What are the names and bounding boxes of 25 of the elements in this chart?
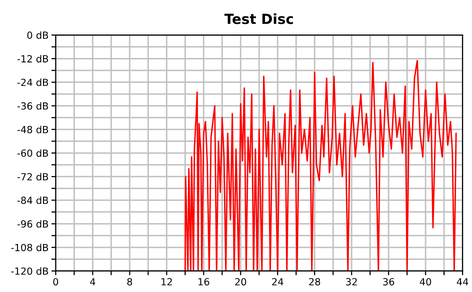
x-tick-label: 44 — [456, 278, 468, 286]
x-tick-label: 40 — [420, 278, 432, 286]
x-tick-label: 4 — [90, 278, 96, 286]
y-tick-label: -12 dB — [17, 54, 48, 62]
y-tick-label: -96 dB — [17, 220, 48, 228]
x-tick-label: 32 — [346, 278, 357, 286]
x-tick-label: 28 — [309, 278, 320, 286]
x-tick-label: 0 — [53, 278, 58, 286]
chart-title: Test Disc — [224, 13, 293, 24]
line-series — [184, 60, 457, 271]
y-tick-label: -24 dB — [17, 78, 48, 86]
x-tick-label: 36 — [383, 278, 394, 286]
y-tick-label: -60 dB — [17, 149, 48, 157]
y-tick-label: -108 dB — [11, 244, 48, 252]
x-tick-label: 16 — [198, 278, 210, 286]
x-tick-label: 8 — [127, 278, 132, 286]
x-tick-label: 12 — [162, 278, 172, 286]
y-tick-label: -84 dB — [17, 196, 48, 204]
y-tick-label: -36 dB — [17, 102, 48, 110]
y-tick-label: -120 dB — [11, 267, 48, 275]
y-tick-label: 0 dB — [27, 31, 48, 39]
x-tick-label: 24 — [272, 278, 284, 286]
y-tick-label: -72 dB — [17, 172, 48, 180]
y-tick-label: -48 dB — [17, 126, 48, 134]
x-tick-label: 20 — [235, 278, 246, 286]
